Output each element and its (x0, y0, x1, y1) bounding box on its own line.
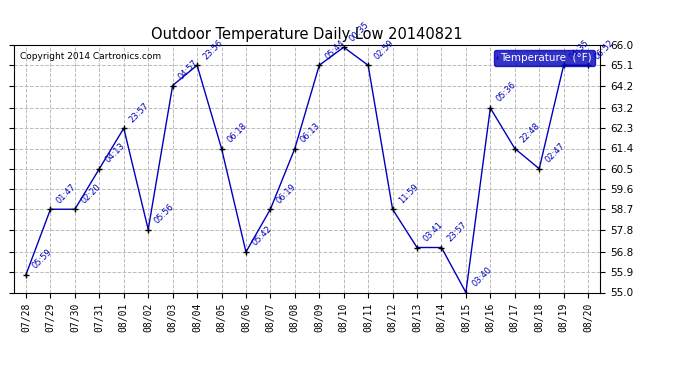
Text: 23:57: 23:57 (446, 220, 469, 243)
Text: 04:35: 04:35 (568, 38, 591, 61)
Text: 06:52: 06:52 (592, 38, 615, 61)
Text: 03:40: 03:40 (470, 265, 493, 288)
Text: 02:59: 02:59 (373, 38, 395, 61)
Text: Copyright 2014 Cartronics.com: Copyright 2014 Cartronics.com (19, 53, 161, 62)
Text: 04:13: 04:13 (104, 141, 127, 165)
Text: 05:36: 05:36 (495, 81, 518, 104)
Text: 03:41: 03:41 (421, 220, 444, 243)
Text: 02:20: 02:20 (79, 182, 102, 205)
Text: 06:13: 06:13 (299, 121, 322, 144)
Text: 05:59: 05:59 (30, 247, 53, 270)
Text: 11:59: 11:59 (397, 182, 420, 205)
Text: 06:18: 06:18 (226, 121, 249, 144)
Legend: Temperature  (°F): Temperature (°F) (494, 50, 595, 66)
Text: 00:35: 00:35 (348, 20, 371, 43)
Text: 23:56: 23:56 (201, 38, 224, 61)
Text: 06:19: 06:19 (275, 182, 298, 205)
Text: 01:47: 01:47 (55, 182, 78, 205)
Text: 05:56: 05:56 (152, 202, 176, 225)
Text: 22:48: 22:48 (519, 121, 542, 144)
Text: 05:44: 05:44 (324, 38, 346, 61)
Text: 04:57: 04:57 (177, 58, 200, 81)
Title: Outdoor Temperature Daily Low 20140821: Outdoor Temperature Daily Low 20140821 (151, 27, 463, 42)
Text: 05:42: 05:42 (250, 225, 273, 248)
Text: 02:47: 02:47 (543, 141, 566, 165)
Text: 23:57: 23:57 (128, 101, 151, 124)
